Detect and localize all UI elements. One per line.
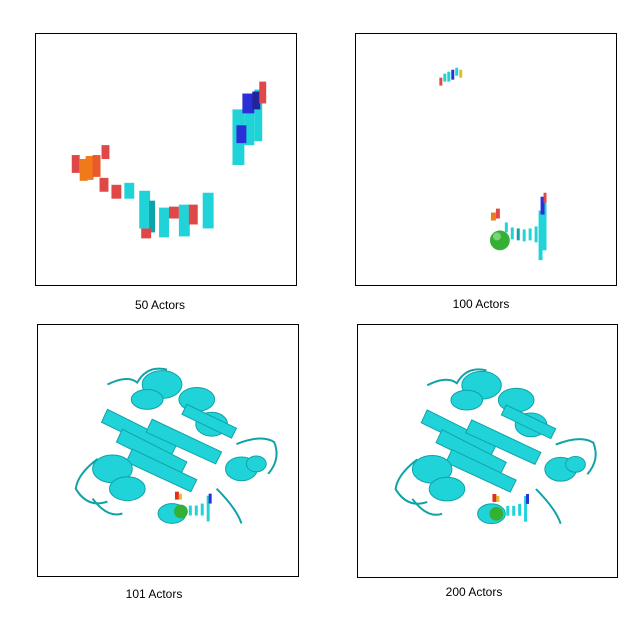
render-panel-200-actors [357, 324, 618, 578]
protein-fragments-icon [71, 81, 267, 239]
render-panel-100-actors [355, 33, 617, 286]
render-panel-50-actors [35, 33, 297, 286]
caption-100-actors: 100 Actors [452, 297, 510, 311]
protein-cartoon-icon [394, 368, 597, 525]
render-panel-101-actors [37, 324, 299, 577]
caption-200-actors: 200 Actors [445, 585, 503, 599]
protein-fragments-icon [439, 67, 547, 261]
caption-50-actors: 50 Actors [134, 298, 186, 312]
protein-cartoon-icon [74, 367, 278, 524]
caption-101-actors: 101 Actors [125, 587, 183, 601]
